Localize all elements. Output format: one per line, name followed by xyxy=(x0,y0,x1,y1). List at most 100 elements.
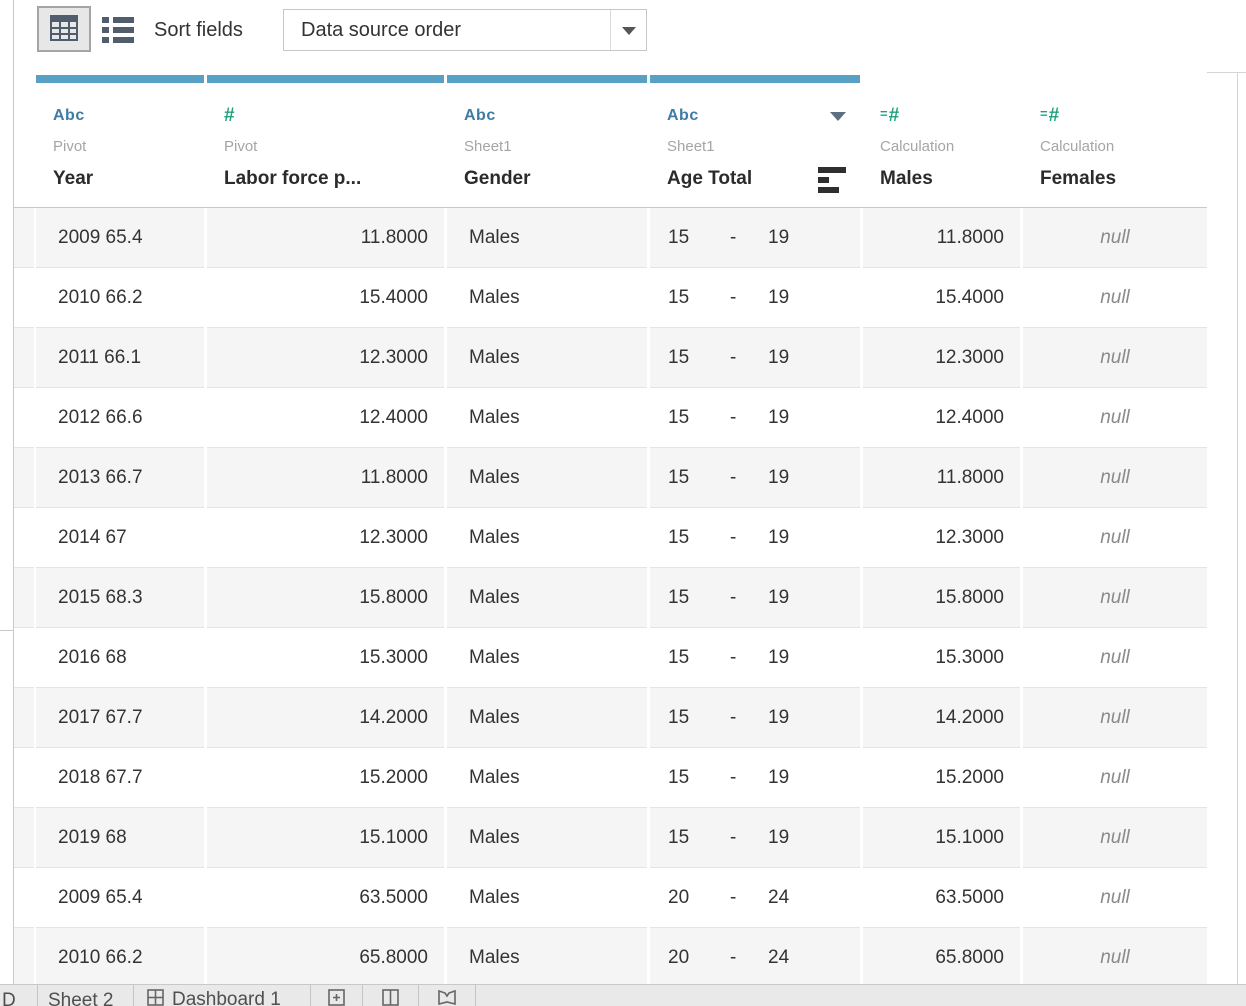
cell-gender[interactable]: Males xyxy=(447,688,647,748)
column-header-gender[interactable]: Abc Sheet1 Gender xyxy=(447,72,647,207)
column-role-label: Sheet1 xyxy=(667,138,715,155)
cell-females[interactable]: null xyxy=(1023,748,1207,808)
tab-sheet-2[interactable]: Sheet 2 xyxy=(48,990,114,1006)
cell-labor[interactable]: 15.3000 xyxy=(207,628,444,688)
cell-labor[interactable]: 15.2000 xyxy=(207,748,444,808)
column-header-females[interactable]: =# Calculation Females xyxy=(1023,72,1207,207)
cell-males[interactable]: 65.8000 xyxy=(863,928,1020,984)
grid-view-button[interactable] xyxy=(37,6,91,52)
cell-year[interactable]: 2018 67.7 xyxy=(36,748,204,808)
cell-gender[interactable]: Males xyxy=(447,808,647,868)
sort-order-dropdown[interactable]: Data source order xyxy=(283,9,647,51)
cell-year[interactable]: 2011 66.1 xyxy=(36,328,204,388)
cell-year[interactable]: 2014 67 xyxy=(36,508,204,568)
age-from: 15 xyxy=(668,527,690,548)
cell-year[interactable]: 2016 68 xyxy=(36,628,204,688)
cell-age[interactable]: 15 - 19 xyxy=(650,568,860,628)
cell-males[interactable]: 63.5000 xyxy=(863,868,1020,928)
cell-males[interactable]: 15.8000 xyxy=(863,568,1020,628)
cell-labor[interactable]: 12.4000 xyxy=(207,388,444,448)
cell-males[interactable]: 11.8000 xyxy=(863,208,1020,268)
cell-year[interactable]: 2019 68 xyxy=(36,808,204,868)
cell-females[interactable]: null xyxy=(1023,388,1207,448)
cell-year[interactable]: 2012 66.6 xyxy=(36,388,204,448)
cell-age[interactable]: 15 - 19 xyxy=(650,688,860,748)
age-from: 20 xyxy=(668,947,690,968)
cell-labor[interactable]: 15.8000 xyxy=(207,568,444,628)
cell-labor[interactable]: 15.4000 xyxy=(207,268,444,328)
cell-females[interactable]: null xyxy=(1023,928,1207,984)
string-type-icon: Abc xyxy=(667,107,699,124)
cell-year[interactable]: 2009 65.4 xyxy=(36,208,204,268)
row-gutter-cell xyxy=(14,328,34,388)
cell-males[interactable]: 15.1000 xyxy=(863,808,1020,868)
cell-age[interactable]: 15 - 19 xyxy=(650,268,860,328)
cell-males[interactable]: 15.4000 xyxy=(863,268,1020,328)
cell-labor[interactable]: 65.8000 xyxy=(207,928,444,984)
cell-gender[interactable]: Males xyxy=(447,448,647,508)
list-view-button[interactable] xyxy=(98,13,138,49)
cell-labor[interactable]: 12.3000 xyxy=(207,328,444,388)
cell-age[interactable]: 20 - 24 xyxy=(650,868,860,928)
cell-age[interactable]: 15 - 19 xyxy=(650,628,860,688)
cell-year[interactable]: 2009 65.4 xyxy=(36,868,204,928)
cell-females[interactable]: null xyxy=(1023,868,1207,928)
cell-gender[interactable]: Males xyxy=(447,208,647,268)
column-header-males[interactable]: =# Calculation Males xyxy=(863,72,1020,207)
cell-age[interactable]: 15 - 19 xyxy=(650,748,860,808)
cell-females[interactable]: null xyxy=(1023,448,1207,508)
cell-year[interactable]: 2010 66.2 xyxy=(36,268,204,328)
cell-gender[interactable]: Males xyxy=(447,568,647,628)
cell-males[interactable]: 11.8000 xyxy=(863,448,1020,508)
cell-gender[interactable]: Males xyxy=(447,328,647,388)
cell-labor[interactable]: 14.2000 xyxy=(207,688,444,748)
column-menu-icon[interactable] xyxy=(830,111,846,121)
tab-dashboard-1[interactable]: Dashboard 1 xyxy=(147,989,281,1006)
new-story-button[interactable] xyxy=(418,989,475,1006)
cell-males[interactable]: 12.3000 xyxy=(863,508,1020,568)
cell-labor[interactable]: 15.1000 xyxy=(207,808,444,868)
column-header-year[interactable]: Abc Pivot Year xyxy=(36,72,204,207)
cell-labor[interactable]: 12.3000 xyxy=(207,508,444,568)
cell-gender[interactable]: Males xyxy=(447,268,647,328)
cell-males[interactable]: 12.4000 xyxy=(863,388,1020,448)
cell-females[interactable]: null xyxy=(1023,808,1207,868)
cell-females[interactable]: null xyxy=(1023,508,1207,568)
cell-males[interactable]: 14.2000 xyxy=(863,688,1020,748)
partial-sheet-tab[interactable]: D xyxy=(2,990,16,1006)
cell-labor[interactable]: 63.5000 xyxy=(207,868,444,928)
cell-gender[interactable]: Males xyxy=(447,868,647,928)
cell-labor[interactable]: 11.8000 xyxy=(207,208,444,268)
cell-males[interactable]: 12.3000 xyxy=(863,328,1020,388)
new-dashboard-button[interactable] xyxy=(362,989,418,1006)
cell-year[interactable]: 2015 68.3 xyxy=(36,568,204,628)
column-header-age[interactable]: Abc Sheet1 Age Total xyxy=(650,72,860,207)
cell-females[interactable]: null xyxy=(1023,268,1207,328)
sort-icon[interactable] xyxy=(818,166,846,193)
cell-gender[interactable]: Males xyxy=(447,508,647,568)
cell-gender[interactable]: Males xyxy=(447,928,647,984)
cell-age[interactable]: 15 - 19 xyxy=(650,388,860,448)
cell-year[interactable]: 2017 67.7 xyxy=(36,688,204,748)
column-header-labor[interactable]: # Pivot Labor force p... xyxy=(207,72,444,207)
cell-gender[interactable]: Males xyxy=(447,748,647,808)
cell-age[interactable]: 20 - 24 xyxy=(650,928,860,984)
cell-males[interactable]: 15.2000 xyxy=(863,748,1020,808)
cell-labor[interactable]: 11.8000 xyxy=(207,448,444,508)
cell-females[interactable]: null xyxy=(1023,688,1207,748)
cell-age[interactable]: 15 - 19 xyxy=(650,508,860,568)
cell-year[interactable]: 2013 66.7 xyxy=(36,448,204,508)
cell-gender[interactable]: Males xyxy=(447,628,647,688)
cell-age[interactable]: 15 - 19 xyxy=(650,808,860,868)
cell-age[interactable]: 15 - 19 xyxy=(650,208,860,268)
cell-females[interactable]: null xyxy=(1023,628,1207,688)
cell-age[interactable]: 15 - 19 xyxy=(650,448,860,508)
cell-males[interactable]: 15.3000 xyxy=(863,628,1020,688)
cell-females[interactable]: null xyxy=(1023,328,1207,388)
new-worksheet-button[interactable] xyxy=(310,989,362,1006)
cell-females[interactable]: null xyxy=(1023,568,1207,628)
cell-gender[interactable]: Males xyxy=(447,388,647,448)
cell-females[interactable]: null xyxy=(1023,208,1207,268)
cell-age[interactable]: 15 - 19 xyxy=(650,328,860,388)
cell-year[interactable]: 2010 66.2 xyxy=(36,928,204,984)
